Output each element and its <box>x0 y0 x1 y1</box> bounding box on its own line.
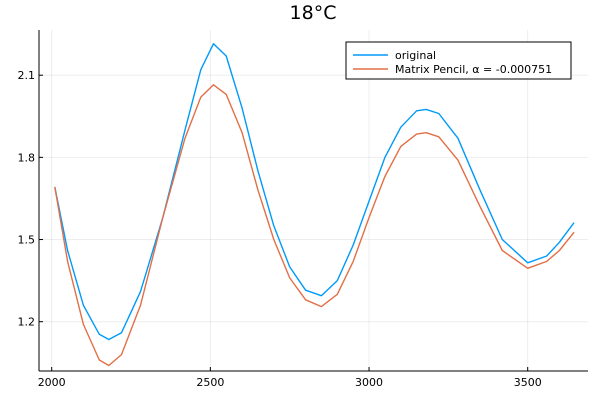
y-tick-label: 1.2 <box>18 316 36 329</box>
y-tick-label: 1.8 <box>18 151 36 164</box>
chart-title: 18°C <box>290 2 337 24</box>
y-tick-label: 2.1 <box>18 69 36 82</box>
x-tick-label: 3500 <box>514 376 542 389</box>
legend-box <box>345 41 572 80</box>
y-tick-label: 1.5 <box>18 234 36 247</box>
x-tick-label: 2500 <box>196 376 224 389</box>
series-line-0 <box>54 43 575 341</box>
plot-series <box>54 43 575 367</box>
legend-label-original: original <box>395 49 436 62</box>
legend: original Matrix Pencil, α = -0.000751 <box>345 41 572 80</box>
axes: 2000 2500 3000 3500 1.2 1.5 1.8 2.1 <box>18 30 588 389</box>
series-line-1 <box>54 84 575 367</box>
x-tick-label: 2000 <box>38 376 66 389</box>
legend-label-matrix-pencil: Matrix Pencil, α = -0.000751 <box>395 63 552 76</box>
grid <box>39 30 588 371</box>
x-tick-label: 3000 <box>355 376 383 389</box>
